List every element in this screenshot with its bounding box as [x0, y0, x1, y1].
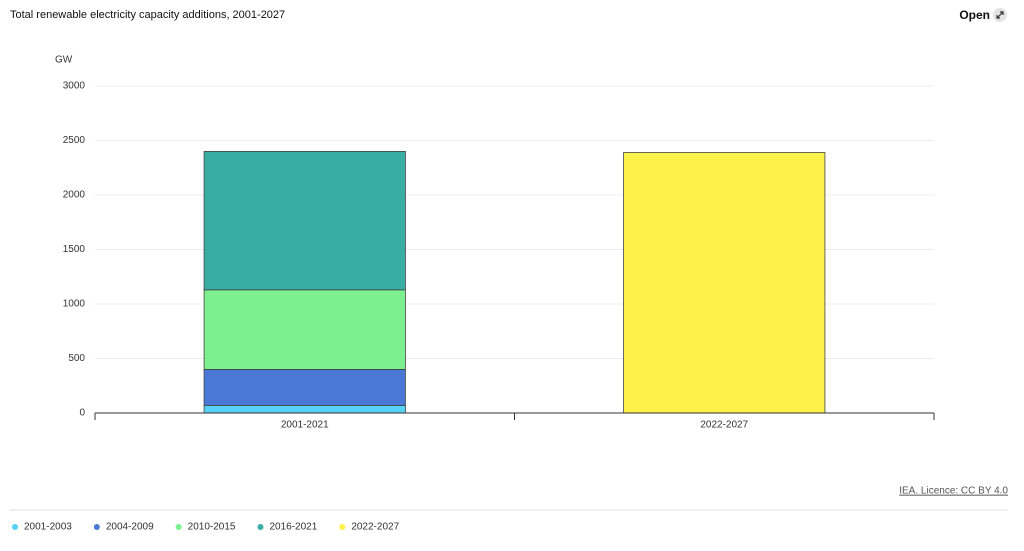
y-tick-label: 500: [68, 353, 85, 364]
legend-swatch[interactable]: [175, 524, 182, 530]
legend-swatch[interactable]: [257, 524, 264, 530]
open-arrow: [996, 11, 1004, 19]
y-tick-label: 2500: [63, 135, 86, 146]
legend-label[interactable]: 2022-2027: [351, 522, 399, 533]
bar-segment: [203, 289, 406, 370]
open-button[interactable]: Open: [959, 8, 1007, 22]
y-tick-label: 2000: [63, 190, 86, 201]
legend-swatch[interactable]: [12, 524, 18, 530]
legend-label[interactable]: 2001-2003: [24, 522, 72, 533]
open-label[interactable]: Open: [959, 8, 990, 22]
x-tick-label: 2022-2027: [700, 420, 748, 431]
source-link[interactable]: IEA. Licence: CC BY 4.0: [899, 486, 1008, 497]
bar-segment: [203, 404, 406, 414]
chart-title: Total renewable electricity capacity add…: [10, 9, 285, 21]
legend-label[interactable]: 2016-2021: [269, 522, 317, 533]
bar-segment: [623, 152, 826, 414]
y-tick-label: 0: [79, 408, 85, 419]
legend-label[interactable]: 2004-2009: [106, 522, 154, 533]
y-tick-label: 3000: [63, 81, 86, 92]
bar-segment: [203, 150, 406, 291]
y-axis-label: GW: [55, 55, 73, 66]
legend-swatch[interactable]: [93, 524, 100, 530]
x-tick-label: 2001-2021: [281, 420, 329, 431]
legend-label[interactable]: 2010-2015: [188, 522, 236, 533]
y-tick-label: 1500: [63, 244, 86, 255]
legend-swatch[interactable]: [339, 524, 346, 530]
y-tick-label: 1000: [63, 299, 86, 310]
bar-segment: [203, 368, 406, 406]
